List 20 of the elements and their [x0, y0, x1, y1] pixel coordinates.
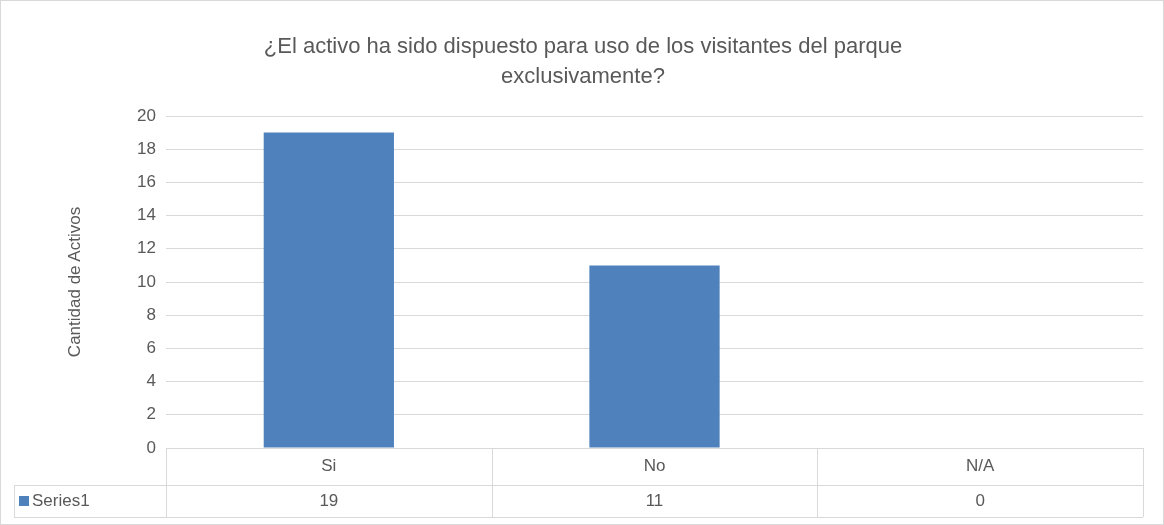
y-tick-label: 8: [146, 304, 156, 324]
y-tick-label: 12: [137, 238, 156, 258]
y-tick-label: 0: [146, 437, 156, 457]
y-axis-title: Cantidad de Activos: [64, 206, 84, 358]
y-tick-label: 2: [146, 404, 156, 424]
data-label: 19: [319, 490, 339, 510]
y-tick-label: 4: [146, 371, 156, 391]
y-tick-label: 14: [137, 205, 156, 225]
y-tick-label: 16: [137, 172, 156, 192]
y-tick-label: 10: [137, 271, 156, 291]
x-tick-label: No: [643, 456, 666, 476]
chart-title: ¿El activo ha sido dispuesto para uso de los visitantes del parque exclusivamente?: [262, 32, 904, 90]
data-label: 11: [645, 490, 664, 510]
x-tick-label: Si: [321, 456, 337, 476]
x-tick-label: N/A: [965, 456, 995, 476]
y-tick-label: 20: [137, 105, 156, 125]
y-tick-label: 18: [137, 138, 156, 158]
legend-label: Series1: [32, 490, 90, 510]
y-tick-label: 6: [146, 338, 156, 358]
data-label: 0: [975, 490, 985, 510]
